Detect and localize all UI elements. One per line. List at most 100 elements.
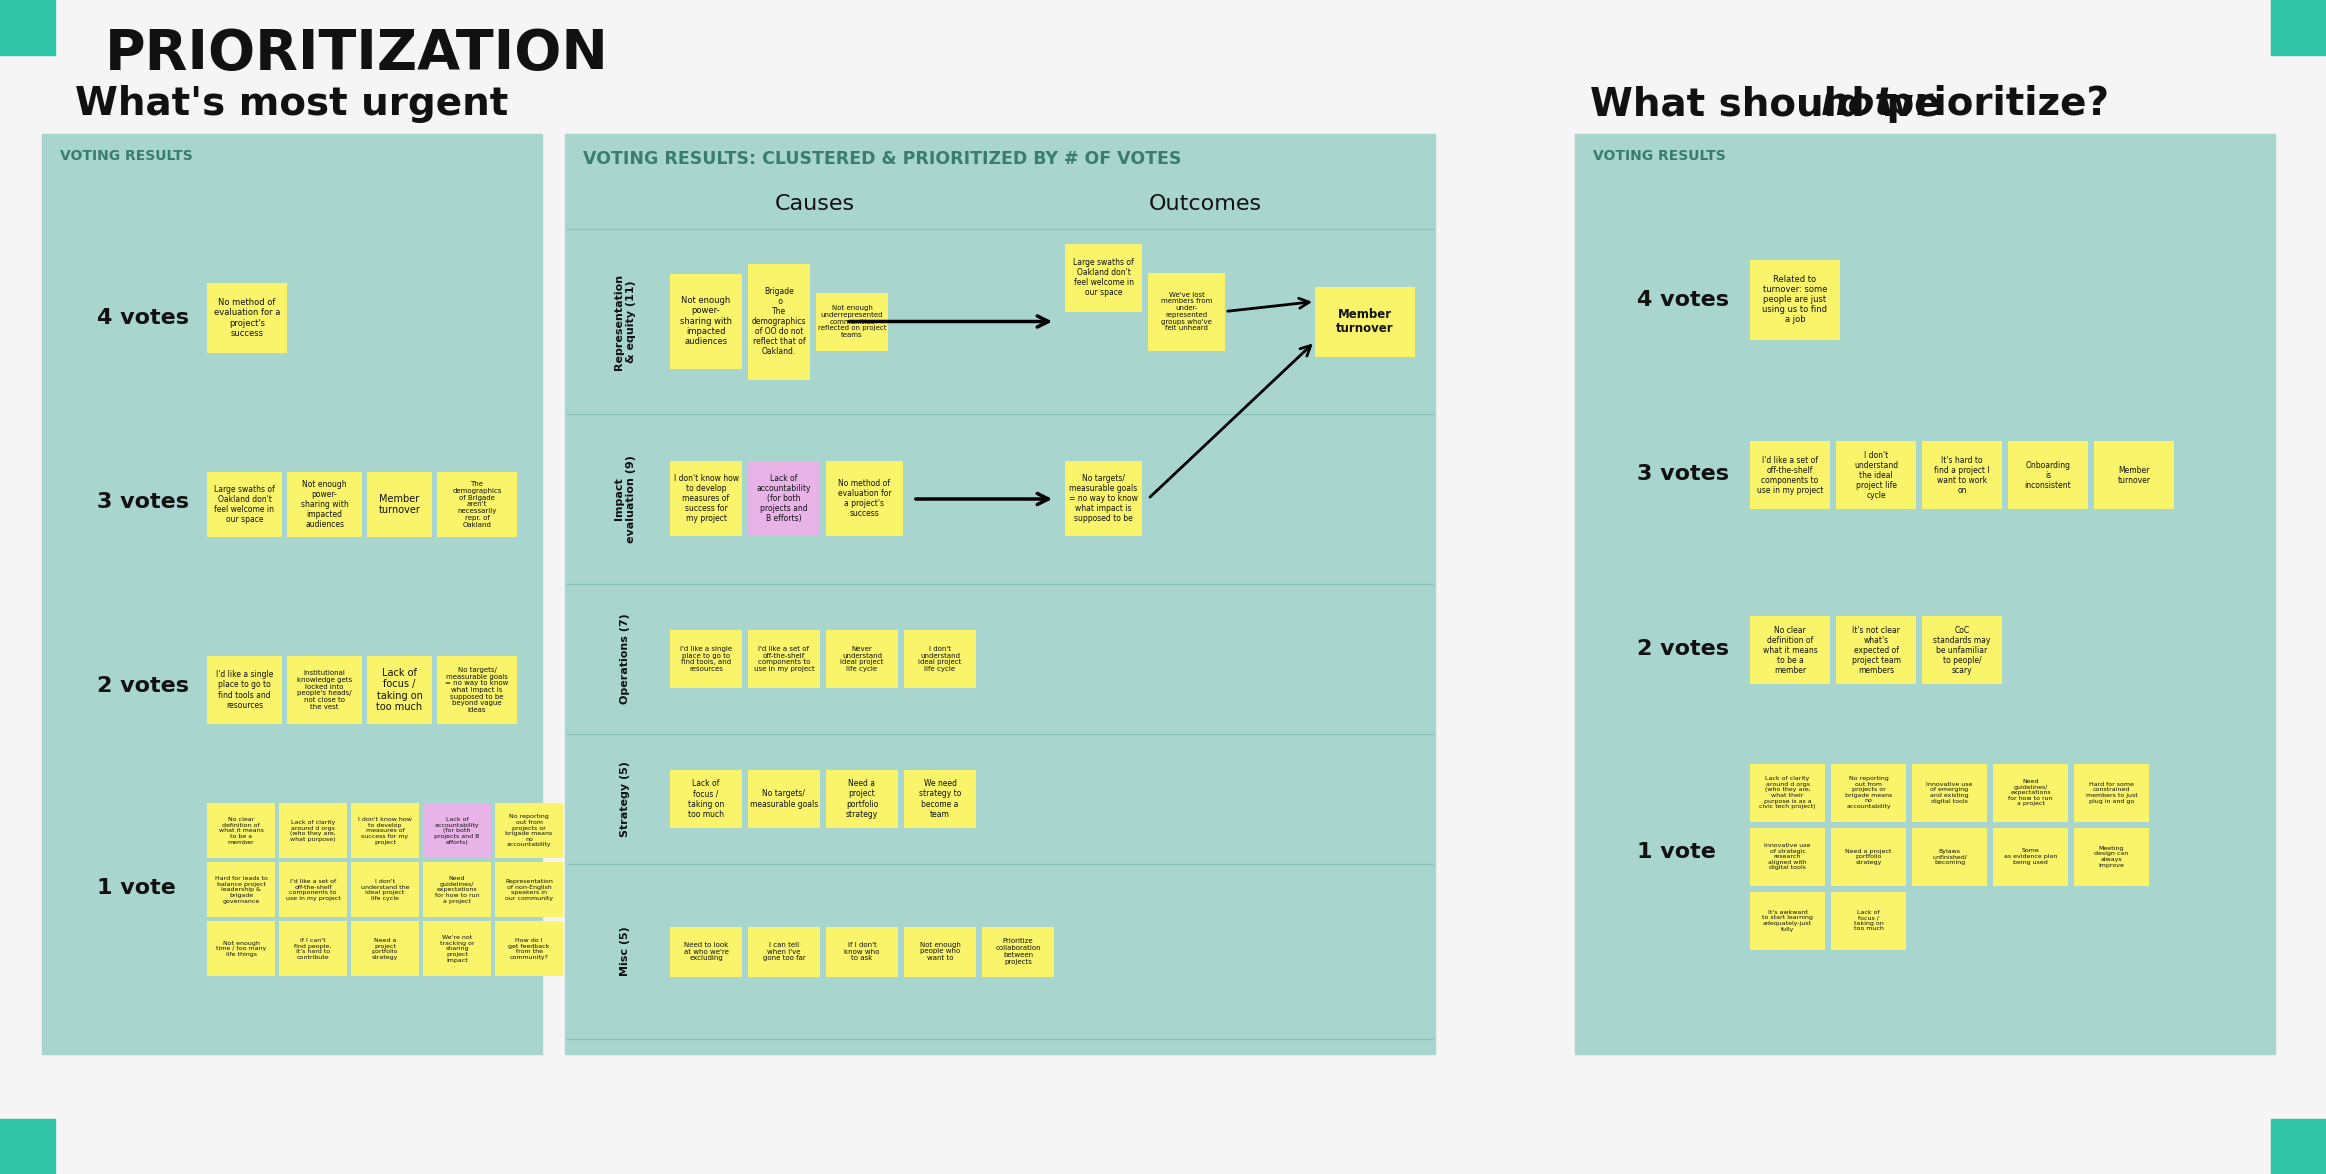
FancyBboxPatch shape	[207, 472, 281, 537]
FancyBboxPatch shape	[1921, 616, 2003, 684]
FancyBboxPatch shape	[1749, 441, 1831, 510]
Text: If I don't
know who
to ask: If I don't know who to ask	[844, 942, 879, 962]
Text: VOTING RESULTS: VOTING RESULTS	[60, 149, 193, 163]
FancyBboxPatch shape	[207, 283, 286, 353]
Text: I'd like a single
place to go to
find tools, and
resources: I'd like a single place to go to find to…	[679, 646, 733, 673]
Text: 1 vote: 1 vote	[1638, 842, 1717, 862]
FancyBboxPatch shape	[670, 630, 742, 688]
FancyBboxPatch shape	[1065, 461, 1142, 537]
Text: Lack of
focus /
taking on
too much: Lack of focus / taking on too much	[688, 780, 723, 818]
Text: What's most urgent: What's most urgent	[74, 85, 509, 123]
Text: Lack of
accountability
(for both
projects and
B efforts): Lack of accountability (for both project…	[756, 474, 812, 524]
Text: Strategy (5): Strategy (5)	[621, 761, 630, 837]
Text: Prioritize
collaboration
between
projects: Prioritize collaboration between project…	[996, 938, 1040, 965]
FancyBboxPatch shape	[1993, 828, 2068, 885]
FancyBboxPatch shape	[905, 630, 977, 688]
FancyBboxPatch shape	[749, 263, 809, 379]
Text: 4 votes: 4 votes	[1638, 290, 1728, 310]
FancyBboxPatch shape	[42, 134, 542, 1054]
Text: 2 votes: 2 votes	[98, 676, 188, 696]
Text: Need a project
portfolio
strategy: Need a project portfolio strategy	[1845, 849, 1891, 865]
FancyBboxPatch shape	[423, 922, 491, 977]
FancyBboxPatch shape	[495, 803, 563, 858]
Text: It's hard to
find a project I
want to work
on: It's hard to find a project I want to wo…	[1935, 456, 1989, 495]
FancyBboxPatch shape	[1835, 441, 1917, 510]
Text: Need
guidelines/
expectations
for how to run
a project: Need guidelines/ expectations for how to…	[2007, 778, 2054, 807]
Text: Hard for leads to
balance project
leadership &
brigade
governance: Hard for leads to balance project leader…	[214, 876, 267, 904]
FancyBboxPatch shape	[749, 926, 821, 977]
Text: Meeting
design can
always
improve: Meeting design can always improve	[2093, 845, 2128, 868]
FancyBboxPatch shape	[1749, 259, 1840, 339]
Text: 4 votes: 4 votes	[98, 308, 188, 328]
Text: No clear
definition of
what it means
to be a
member: No clear definition of what it means to …	[1763, 626, 1817, 675]
FancyBboxPatch shape	[670, 274, 742, 369]
Text: Lack of clarity
around d orgs
(who they are,
what purpose): Lack of clarity around d orgs (who they …	[291, 819, 335, 842]
Text: Need
guidelines/
expectations
for how to run
a project: Need guidelines/ expectations for how to…	[435, 876, 479, 904]
FancyBboxPatch shape	[437, 472, 516, 537]
Text: I don't
understand the
ideal project
life cycle: I don't understand the ideal project lif…	[361, 879, 409, 900]
Text: No reporting
out from
projects or
brigade means
no
accountability: No reporting out from projects or brigad…	[1845, 776, 1891, 809]
FancyBboxPatch shape	[368, 472, 433, 537]
FancyBboxPatch shape	[1149, 272, 1226, 351]
Text: It's not clear
what's
expected of
project team
members: It's not clear what's expected of projec…	[1851, 626, 1900, 675]
Text: Related to
turnover: some
people are just
using us to find
a job: Related to turnover: some people are jus…	[1763, 275, 1828, 324]
FancyBboxPatch shape	[1831, 763, 1905, 822]
FancyBboxPatch shape	[816, 292, 889, 351]
Text: I don't
understand
the ideal
project life
cycle: I don't understand the ideal project lif…	[1854, 451, 1898, 500]
Text: Member
turnover: Member turnover	[1335, 308, 1393, 336]
Text: Not enough
power-
sharing with
impacted
audiences: Not enough power- sharing with impacted …	[679, 296, 733, 345]
Text: Member
turnover: Member turnover	[379, 494, 421, 515]
Text: Large swaths of
Oakland don't
feel welcome in
our space: Large swaths of Oakland don't feel welco…	[214, 485, 274, 524]
Text: No targets/
measurable goals
= no way to know
what impact is
supposed to be: No targets/ measurable goals = no way to…	[1070, 474, 1137, 524]
Text: We need
strategy to
become a
team: We need strategy to become a team	[919, 780, 961, 818]
FancyBboxPatch shape	[207, 863, 274, 917]
FancyBboxPatch shape	[1065, 243, 1142, 311]
FancyBboxPatch shape	[1921, 441, 2003, 510]
Text: I don't know how
to develop
measures of
success for
my project: I don't know how to develop measures of …	[675, 474, 737, 524]
Text: Need a
project
portfolio
strategy: Need a project portfolio strategy	[372, 938, 398, 960]
Text: I'd like a set of
off-the-shelf
components to
use in my project: I'd like a set of off-the-shelf componen…	[1756, 456, 1824, 495]
FancyBboxPatch shape	[749, 630, 821, 688]
FancyBboxPatch shape	[2270, 0, 2326, 55]
Text: I'd like a set of
off-the-shelf
components to
use in my project: I'd like a set of off-the-shelf componen…	[286, 879, 340, 900]
Text: not: not	[1821, 85, 1893, 123]
FancyBboxPatch shape	[437, 656, 516, 724]
Text: Lack of clarity
around d orgs
(who they are,
what their
purpose is as a
civic te: Lack of clarity around d orgs (who they …	[1758, 776, 1817, 809]
Text: Never
understand
ideal project
life cycle: Never understand ideal project life cycl…	[840, 646, 884, 673]
FancyBboxPatch shape	[351, 922, 419, 977]
FancyBboxPatch shape	[1831, 891, 1905, 950]
FancyBboxPatch shape	[982, 926, 1054, 977]
Text: VOTING RESULTS: CLUSTERED & PRIORITIZED BY # OF VOTES: VOTING RESULTS: CLUSTERED & PRIORITIZED …	[584, 150, 1182, 168]
Text: 1 vote: 1 vote	[98, 878, 177, 898]
FancyBboxPatch shape	[495, 922, 563, 977]
Text: Representation
of non-English
speakers in
our community: Representation of non-English speakers i…	[505, 879, 554, 900]
FancyBboxPatch shape	[905, 926, 977, 977]
FancyBboxPatch shape	[826, 461, 902, 537]
FancyBboxPatch shape	[670, 926, 742, 977]
Text: Innovative use
of emerging
and existing
digital tools: Innovative use of emerging and existing …	[1926, 782, 1972, 803]
Text: No clear
definition of
what it means
to be a
member: No clear definition of what it means to …	[219, 817, 263, 844]
Text: I'd like a set of
off-the-shelf
components to
use in my project: I'd like a set of off-the-shelf componen…	[754, 646, 814, 673]
FancyBboxPatch shape	[749, 770, 821, 828]
Text: Representation
& equity (11): Representation & equity (11)	[614, 274, 635, 370]
FancyBboxPatch shape	[368, 656, 433, 724]
FancyBboxPatch shape	[286, 472, 363, 537]
FancyBboxPatch shape	[1749, 828, 1826, 885]
FancyBboxPatch shape	[826, 926, 898, 977]
Text: Brigade
 o
The
demographics
of OO do not
reflect that of
Oakland.: Brigade o The demographics of OO do not …	[751, 286, 807, 356]
Text: Outcomes: Outcomes	[1149, 194, 1261, 214]
Text: Operations (7): Operations (7)	[621, 614, 630, 704]
Text: I don't
understand
ideal project
life cycle: I don't understand ideal project life cy…	[919, 646, 961, 673]
Text: Impact
evaluation (9): Impact evaluation (9)	[614, 456, 635, 542]
Text: I can tell
when I've
gone too far: I can tell when I've gone too far	[763, 942, 805, 962]
Text: It's awkward
to start learning
adequately-just
fully: It's awkward to start learning adequatel…	[1763, 910, 1812, 931]
Text: Not enough
power-
sharing with
impacted
audiences: Not enough power- sharing with impacted …	[300, 480, 349, 529]
Text: Not enough
underrepresented
communities
reflected on project
teams: Not enough underrepresented communities …	[819, 305, 886, 338]
FancyBboxPatch shape	[1912, 828, 1986, 885]
Text: I'd like a single
place to go to
find tools and
resources: I'd like a single place to go to find to…	[216, 670, 272, 709]
FancyBboxPatch shape	[670, 461, 742, 537]
FancyBboxPatch shape	[565, 134, 1435, 1054]
FancyBboxPatch shape	[279, 803, 347, 858]
Text: We've lost
members from
under-
represented
groups who've
felt unheard: We've lost members from under- represent…	[1161, 291, 1212, 331]
Text: Misc (5): Misc (5)	[621, 926, 630, 977]
